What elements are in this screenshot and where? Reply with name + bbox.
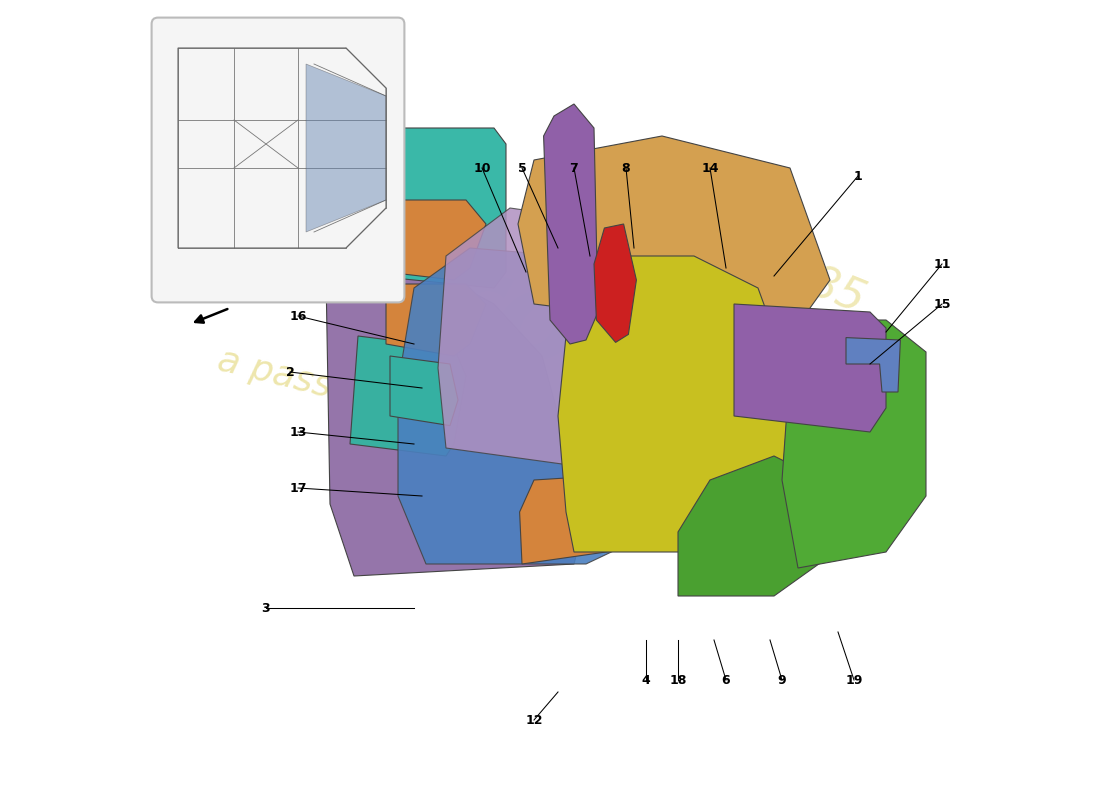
FancyBboxPatch shape [152, 18, 405, 302]
Polygon shape [306, 64, 386, 232]
Text: a passion for parts: a passion for parts [214, 342, 549, 458]
Polygon shape [326, 240, 586, 576]
Text: 2: 2 [286, 366, 295, 378]
Text: 17: 17 [289, 482, 307, 494]
Polygon shape [390, 356, 458, 426]
Text: 4: 4 [641, 674, 650, 686]
Text: 3: 3 [262, 602, 271, 614]
Text: 6: 6 [722, 674, 730, 686]
Polygon shape [386, 284, 486, 356]
Polygon shape [350, 336, 466, 456]
Polygon shape [678, 456, 830, 596]
Text: 10: 10 [473, 162, 491, 174]
Text: 12: 12 [526, 714, 542, 726]
Text: 7: 7 [570, 162, 579, 174]
Text: 18: 18 [669, 674, 686, 686]
Polygon shape [398, 248, 694, 564]
Polygon shape [518, 136, 830, 336]
Text: since 1985: since 1985 [630, 190, 871, 322]
Text: 8: 8 [621, 162, 630, 174]
Text: 13: 13 [289, 426, 307, 438]
Text: europ: europ [254, 183, 682, 425]
Text: 19: 19 [845, 674, 862, 686]
Text: 5: 5 [518, 162, 527, 174]
Text: 11: 11 [933, 258, 950, 270]
Polygon shape [734, 304, 886, 432]
Polygon shape [846, 338, 901, 392]
Polygon shape [334, 128, 506, 288]
Text: 16: 16 [289, 310, 307, 322]
Polygon shape [594, 224, 637, 342]
Polygon shape [558, 256, 790, 552]
Text: 14: 14 [702, 162, 718, 174]
Polygon shape [543, 104, 598, 344]
Text: 9: 9 [778, 674, 786, 686]
Polygon shape [438, 208, 718, 480]
Polygon shape [782, 320, 926, 568]
Polygon shape [519, 468, 734, 564]
Polygon shape [386, 200, 486, 280]
Text: 1: 1 [854, 170, 862, 182]
Text: 15: 15 [933, 298, 950, 310]
